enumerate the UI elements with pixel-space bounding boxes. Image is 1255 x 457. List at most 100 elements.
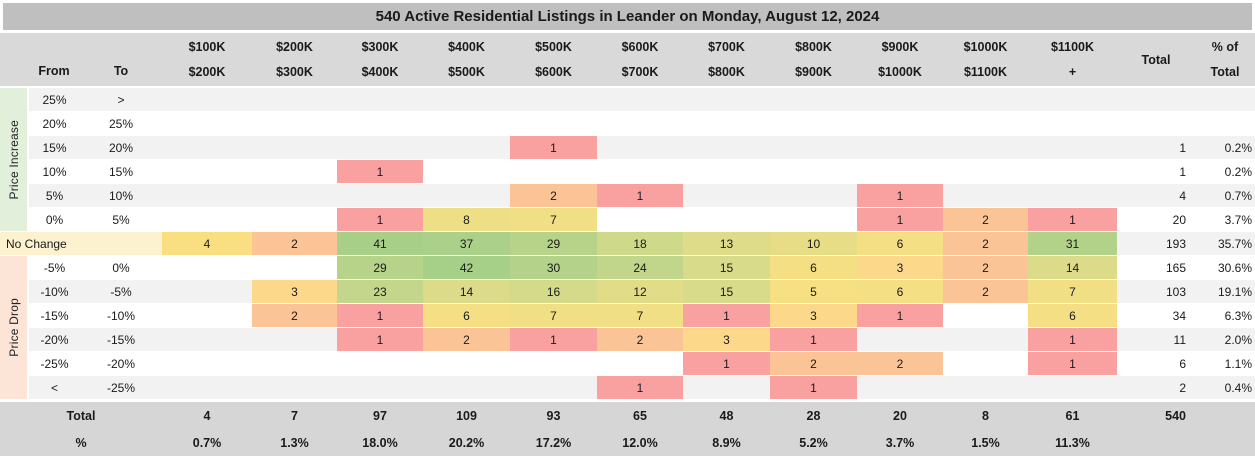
grid-cell xyxy=(1028,87,1117,112)
column-total: 4 xyxy=(162,399,252,429)
grid-cell: 2 xyxy=(423,327,510,352)
grid-cell xyxy=(943,351,1028,376)
column-pct: 17.2% xyxy=(510,429,597,456)
to-header-label: To xyxy=(113,64,129,78)
grid-cell xyxy=(943,303,1028,328)
grid-cell: 1 xyxy=(683,351,770,376)
price-increase-label: Price Increase xyxy=(6,119,21,200)
price-column-header-5: $600K $700K xyxy=(597,33,683,88)
grid-cell xyxy=(1028,159,1117,184)
row-to-label: 25% xyxy=(80,111,162,136)
grand-total: 540 xyxy=(1117,399,1195,429)
grid-cell xyxy=(683,183,770,208)
grid-cell: 1 xyxy=(337,303,423,328)
grid-cell: 1 xyxy=(1028,207,1117,232)
price-column-header-8: $900K $1000K xyxy=(857,33,943,88)
from-header-label: From xyxy=(38,64,70,78)
table-row: 20% 25% xyxy=(0,111,1255,136)
grid-cell xyxy=(770,159,857,184)
grid-cell xyxy=(857,111,943,136)
price-column-header-4: $500K $600K xyxy=(510,33,597,88)
price-drop-label: Price Drop xyxy=(6,298,21,357)
row-to-label: > xyxy=(80,87,162,112)
pct-of-total-header: % of Total xyxy=(1195,33,1255,88)
grid-cell: 6 xyxy=(1028,303,1117,328)
grid-cell: 29 xyxy=(510,231,597,256)
grid-cell: 31 xyxy=(1028,231,1117,256)
row-total: 165 xyxy=(1117,255,1195,280)
row-to-label: 5% xyxy=(80,207,162,232)
grid-cell xyxy=(683,135,770,160)
grid-cell xyxy=(510,111,597,136)
grid-cell: 6 xyxy=(857,279,943,304)
column-pct: 5.2% xyxy=(770,429,857,456)
grid-cell xyxy=(337,375,423,401)
grid-cell: 2 xyxy=(770,351,857,376)
grid-cell xyxy=(162,303,252,328)
grid-cell xyxy=(683,87,770,112)
grid-cell: 2 xyxy=(857,351,943,376)
row-pct: 3.7% xyxy=(1195,207,1255,232)
grid-cell xyxy=(162,111,252,136)
price-column-header-10: $1100K + xyxy=(1028,33,1117,88)
grid-cell xyxy=(857,159,943,184)
page-title: 540 Active Residential Listings in Leand… xyxy=(3,3,1252,30)
row-pct: 0.4% xyxy=(1195,375,1255,401)
grid-cell: 2 xyxy=(943,231,1028,256)
grid-cell: 1 xyxy=(510,327,597,352)
grid-cell xyxy=(252,207,337,232)
grid-cell xyxy=(597,87,683,112)
grid-cell xyxy=(337,87,423,112)
header-row: From To $100K $200K $200K $300K $300K $400K… xyxy=(0,33,1255,88)
column-total: 109 xyxy=(423,399,510,429)
grid-cell xyxy=(252,255,337,280)
row-to-label: -15% xyxy=(80,327,162,352)
grid-cell: 3 xyxy=(252,279,337,304)
grid-cell: 6 xyxy=(423,303,510,328)
grid-cell xyxy=(252,183,337,208)
column-pct: 0.7% xyxy=(162,429,252,456)
grid-cell: 1 xyxy=(857,183,943,208)
grid-cell: 2 xyxy=(252,231,337,256)
table-row: No Change 4 2 41 37 29 18 13 10 6 2 31 193 35.7% xyxy=(0,231,1255,256)
row-pct: 1.1% xyxy=(1195,351,1255,376)
grid-cell xyxy=(337,183,423,208)
grid-cell xyxy=(510,375,597,401)
row-total: 11 xyxy=(1117,327,1195,352)
grid-cell xyxy=(597,351,683,376)
table-row: < -25% 1 1 2 0.4% xyxy=(0,375,1255,401)
grid-cell xyxy=(337,351,423,376)
grid-cell xyxy=(162,327,252,352)
table-row: -15% -10% 2 1 6 7 7 1 3 1 6 34 6.3% xyxy=(0,303,1255,328)
row-to-label: 20% xyxy=(80,135,162,160)
grid-cell: 2 xyxy=(943,207,1028,232)
table-row: -20% -15% 1 2 1 2 3 1 1 11 2.0% xyxy=(0,327,1255,352)
grid-cell: 23 xyxy=(337,279,423,304)
column-totals-row: Total 4 7 97 109 93 65 48 28 20 8 61 540 xyxy=(0,399,1255,429)
grid-cell: 1 xyxy=(770,327,857,352)
row-from-label: -10% xyxy=(28,279,80,304)
grid-cell xyxy=(423,375,510,401)
grid-cell xyxy=(597,207,683,232)
grid-cell: 12 xyxy=(597,279,683,304)
row-to-label: -25% xyxy=(80,375,162,401)
grid-cell: 8 xyxy=(423,207,510,232)
grid-cell xyxy=(423,183,510,208)
column-total: 61 xyxy=(1028,399,1117,429)
grid-cell: 1 xyxy=(770,375,857,401)
row-total: 6 xyxy=(1117,351,1195,376)
grid-cell: 1 xyxy=(337,159,423,184)
table-row: Price Drop -5% 0% 29 42 30 24 15 6 3 2 14 165 30.6% xyxy=(0,255,1255,401)
grid-cell xyxy=(683,159,770,184)
row-from-label: 25% xyxy=(28,87,80,112)
row-pct: 0.2% xyxy=(1195,159,1255,184)
grid-cell: 13 xyxy=(683,231,770,256)
listings-table: From To $100K $200K $200K $300K $300K $400K… xyxy=(0,33,1255,456)
table-footer: Total 4 7 97 109 93 65 48 28 20 8 61 540% 0.7% 1.3% 18.… xyxy=(0,399,1255,456)
grid-cell: 10 xyxy=(770,231,857,256)
grid-cell xyxy=(857,87,943,112)
grid-cell xyxy=(943,159,1028,184)
row-total: 193 xyxy=(1117,231,1195,256)
grid-cell xyxy=(252,111,337,136)
row-total: 2 xyxy=(1117,375,1195,401)
